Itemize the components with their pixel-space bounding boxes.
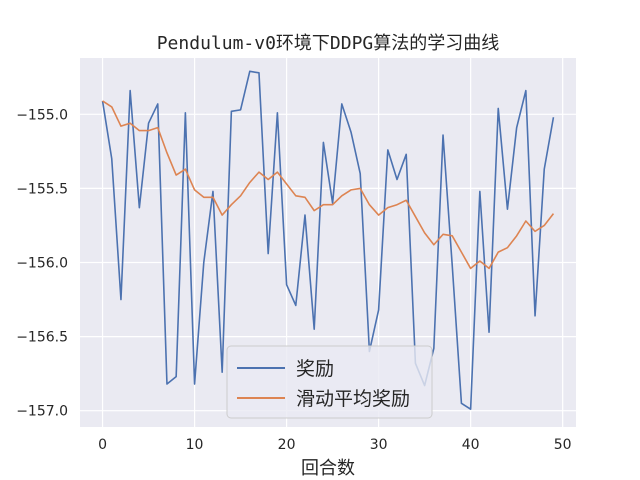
chart-title: Pendulum-v0环境下DDPG算法的学习曲线 xyxy=(157,33,500,54)
x-tick-label: 40 xyxy=(462,437,480,453)
y-tick-label: −156.0 xyxy=(16,256,68,272)
x-tick-label: 0 xyxy=(98,437,107,453)
legend-label-reward: 奖励 xyxy=(296,358,334,380)
legend-label-moving-average: 滑动平均奖励 xyxy=(296,388,410,410)
x-tick-label: 50 xyxy=(554,437,572,453)
x-tick-label: 10 xyxy=(186,437,204,453)
y-tick-label: −155.5 xyxy=(16,181,68,197)
series-lines xyxy=(101,70,555,411)
y-tick-label: −155.0 xyxy=(16,107,68,123)
reward-series-line xyxy=(101,70,555,411)
moving-average-series-line xyxy=(102,100,555,270)
x-axis-label: 回合数 xyxy=(301,458,355,479)
y-tick-label: −156.5 xyxy=(16,330,68,346)
tick-labels: 0 10 20 30 40 50 −155.0 −155.5 −156.0 −156.5 −157.… xyxy=(16,107,571,453)
legend: 奖励 滑动平均奖励 xyxy=(226,345,433,419)
legend-box xyxy=(226,345,433,419)
y-tick-label: −157.0 xyxy=(16,404,68,420)
x-tick-label: 20 xyxy=(278,437,296,453)
x-tick-label: 30 xyxy=(370,437,388,453)
